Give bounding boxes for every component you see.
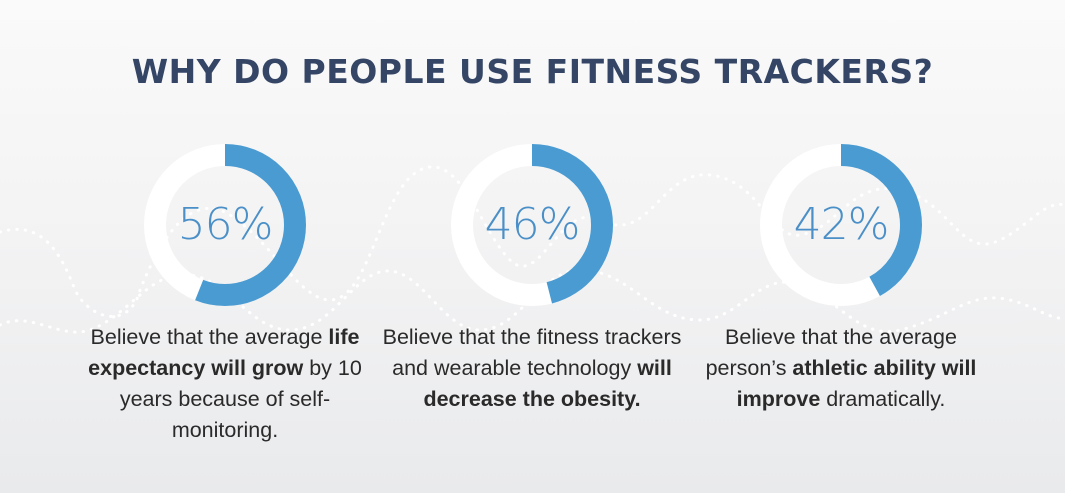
donut-svg — [760, 144, 922, 306]
desc-text: Believe that the average person’s — [705, 325, 957, 380]
stat-description: Believe that the average life expectancy… — [70, 322, 380, 446]
donut-chart: 56% — [140, 140, 310, 310]
donut-svg — [144, 144, 306, 306]
desc-text: Believe that the average — [90, 325, 329, 349]
ring-arc-42 — [760, 144, 922, 306]
desc-bold: will decrease the obesity. — [423, 356, 672, 411]
donut-chart: 46% — [447, 140, 617, 310]
stat-description: Believe that the fitness trackers and we… — [377, 322, 687, 415]
percent-label: 56% — [177, 199, 274, 250]
desc-text: Believe that the fitness trackers and we… — [382, 325, 682, 380]
desc-bold: athletic ability will improve — [736, 356, 977, 411]
page-title: WHY DO PEOPLE USE FITNESS TRACKERS? — [131, 52, 934, 91]
donut-svg — [451, 144, 613, 306]
percent-label: 46% — [484, 199, 581, 250]
stat-description: Believe that the average person’s athlet… — [686, 322, 996, 415]
ring-arc-46 — [451, 144, 613, 306]
ring-arc-56 — [144, 144, 306, 306]
desc-bold: life expectancy will grow — [88, 325, 360, 380]
percent-label: 42% — [793, 199, 890, 250]
donut-chart: 42% — [756, 140, 926, 310]
desc-text: dramatically. — [820, 387, 946, 411]
desc-text: by 10 years because of self-monitoring. — [119, 356, 362, 442]
